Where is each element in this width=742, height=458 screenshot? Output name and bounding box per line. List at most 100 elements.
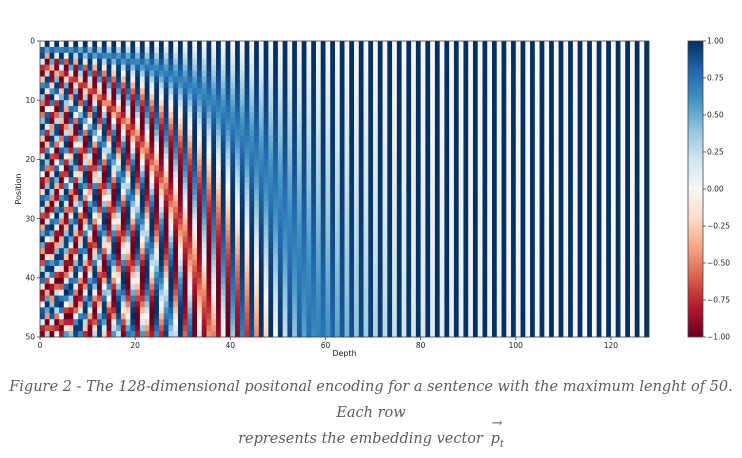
heatmap-cell [534,112,540,119]
heatmap-cell [615,265,621,273]
heatmap-cell [158,265,165,273]
heatmap-cell [73,183,79,190]
heatmap-cell [320,52,326,60]
heatmap-cell [558,212,564,219]
heatmap-cell [311,76,317,83]
heatmap-cell [244,82,250,89]
heatmap-cell [296,165,303,172]
heatmap-cell [392,171,398,178]
heatmap-cell [282,224,288,231]
heatmap-cell [606,58,612,66]
heatmap-cell [639,171,645,178]
heatmap-cell [544,236,550,243]
heatmap-cell [444,171,450,178]
heatmap-cell [596,165,602,172]
heatmap-cell [392,64,398,71]
heatmap-cell [235,200,241,208]
heatmap-cell [463,212,469,219]
heatmap-cell [139,177,146,184]
heatmap-cell [344,236,350,243]
heatmap-cell [97,129,103,137]
heatmap-cell [596,212,602,219]
heatmap-cell [396,100,402,107]
heatmap-cell [220,206,226,214]
heatmap-cell [549,94,555,101]
heatmap-cell [239,230,245,237]
heatmap-cell [68,135,74,142]
heatmap-cell [192,100,198,107]
heatmap-cell [644,194,650,202]
heatmap-cell [49,76,55,83]
heatmap-cell [334,147,341,154]
heatmap-cell [334,159,341,166]
heatmap-cell [225,171,231,178]
heatmap-cell [582,141,588,148]
heatmap-cell [216,41,222,48]
heatmap-cell [444,141,450,148]
heatmap-cell [472,117,479,125]
heatmap-cell [406,254,412,261]
heatmap-cell [287,194,293,202]
heatmap-cell [111,200,117,208]
heatmap-cell [111,254,117,261]
heatmap-cell [539,200,545,208]
heatmap-cell [511,260,517,267]
heatmap-cell [520,117,526,125]
heatmap-cell [430,82,436,89]
heatmap-cell [40,254,46,261]
heatmap-cell [282,58,288,66]
heatmap-cell [477,141,483,148]
heatmap-cell [392,236,398,243]
heatmap-cell [168,165,174,172]
heatmap-cell [315,194,322,202]
heatmap-cell [158,94,165,101]
heatmap-cell [158,153,165,160]
heatmap-cell [572,165,578,172]
heatmap-cell [206,88,212,95]
heatmap-cell [591,212,598,219]
heatmap-cell [158,141,165,148]
heatmap-cell [325,177,331,184]
heatmap-cell [463,165,469,172]
heatmap-cell [173,58,179,66]
heatmap-cell [382,100,388,107]
heatmap-cell [273,248,279,255]
heatmap-cell [111,147,117,154]
heatmap-cell [206,147,212,154]
heatmap-cell [101,135,107,142]
heatmap-cell [601,129,607,137]
heatmap-cell [173,224,179,231]
heatmap-cell [501,129,507,137]
heatmap-cell [296,200,303,208]
heatmap-cell [68,212,74,219]
heatmap-cell [106,218,112,225]
heatmap-cell [54,236,60,243]
heatmap-cell [482,88,488,95]
heatmap-cell [282,41,288,48]
heatmap-cell [520,112,526,119]
heatmap-cell [330,58,336,66]
heatmap-cell [420,265,426,273]
heatmap-cell [349,165,355,172]
heatmap-cell [68,88,74,95]
heatmap-cell [558,200,564,208]
heatmap-cell [468,76,474,83]
heatmap-cell [530,194,536,202]
heatmap-cell [120,64,126,71]
heatmap-cell [639,123,645,131]
heatmap-cell [563,206,569,214]
heatmap-cell [320,171,326,178]
heatmap-cell [197,254,203,261]
heatmap-cell [558,153,564,160]
heatmap-cell [225,206,231,214]
heatmap-cell [458,123,464,131]
heatmap-cell [230,94,236,101]
heatmap-cell [520,200,526,208]
heatmap-cell [101,112,107,119]
heatmap-cell [534,141,540,148]
heatmap-cell [472,212,479,219]
heatmap-cell [553,189,559,196]
heatmap-cell [425,159,431,166]
heatmap-cell [415,218,421,225]
heatmap-cell [420,189,426,196]
